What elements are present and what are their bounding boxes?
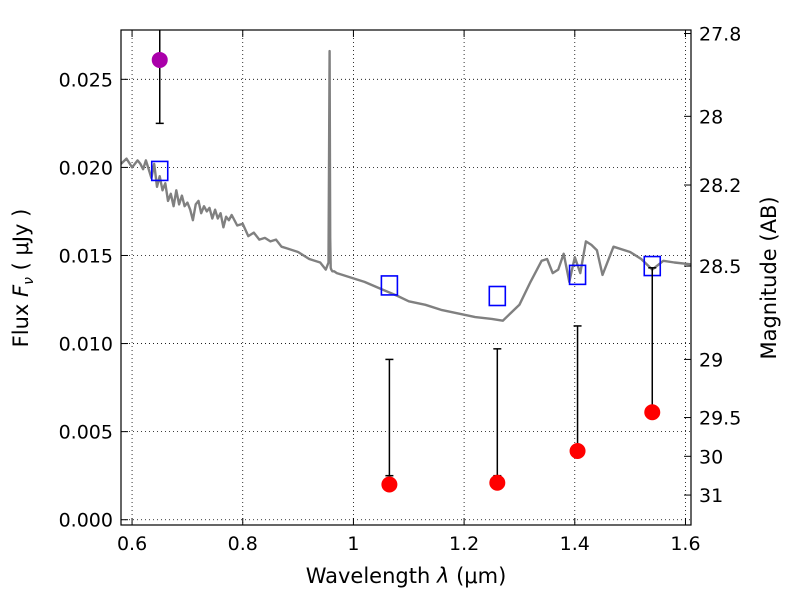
y-tick-label: 0.020 (59, 157, 113, 179)
grid-lines (121, 30, 691, 525)
y2-tick-label: 29.5 (699, 408, 741, 430)
x-tick-label: 0.6 (117, 533, 147, 555)
y2-tick-label: 29 (699, 349, 723, 371)
y2-tick-label: 30 (699, 446, 723, 468)
x-axis-title: Wavelength λ (μm) (306, 564, 507, 588)
plot-frame (120, 29, 692, 526)
model-photometry-square (568, 264, 587, 286)
y-tick-label: 0.025 (59, 69, 113, 91)
model-photometry-square (150, 160, 169, 182)
y-tick-label: 0.005 (59, 422, 113, 444)
flux-point (644, 404, 661, 421)
x-tick-label: 1 (347, 533, 359, 555)
y2-tick-label: 28.5 (699, 256, 741, 278)
series-layer (121, 49, 691, 322)
flux-point (489, 474, 506, 491)
y-axis-title: Flux Fν ( μJy ) (9, 209, 37, 348)
axis-ticks (121, 30, 691, 525)
sed-model-line (121, 49, 691, 322)
x-tick-label: 1.4 (560, 533, 590, 555)
y2-tick-label: 31 (699, 485, 723, 507)
flux-point (151, 51, 168, 68)
flux-point (569, 443, 586, 460)
y2-tick-label: 28 (699, 106, 723, 128)
model-photometry-square (488, 285, 507, 307)
x-tick-label: 1.6 (670, 533, 700, 555)
y-tick-label: 0.015 (59, 245, 113, 267)
y2-axis-title: Magnitude (AB) (757, 196, 781, 359)
x-tick-label: 0.8 (228, 533, 258, 555)
y2-tick-label: 27.8 (699, 24, 741, 46)
y2-tick-label: 28.2 (699, 175, 741, 197)
y-tick-label: 0.000 (59, 510, 113, 532)
model-photometry-square (380, 275, 399, 296)
markers-layer (150, 30, 662, 493)
y-tick-label: 0.010 (59, 334, 113, 356)
x-tick-label: 1.2 (449, 533, 479, 555)
flux-point (381, 476, 398, 493)
axis-tick-labels: 0.6 0.8 1 1.2 1.4 1.6 0.000 0.005 0.010 0.015 0.02… (59, 24, 742, 555)
